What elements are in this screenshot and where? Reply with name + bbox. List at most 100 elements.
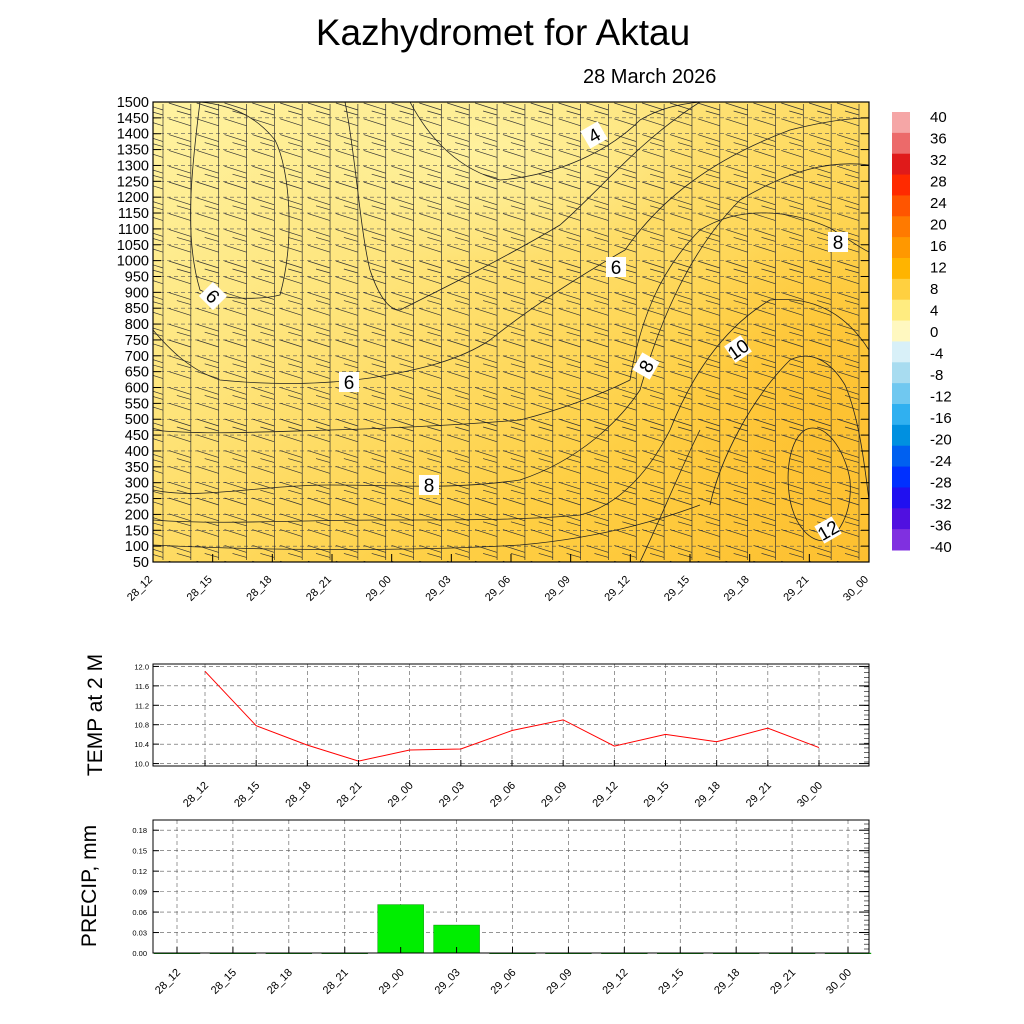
y-tick-label: 300 xyxy=(125,476,149,492)
colorbar-label: -16 xyxy=(930,410,952,427)
colorbar-segment xyxy=(892,487,910,509)
colorbar-segment xyxy=(892,174,910,196)
precipitation-gridlines xyxy=(153,820,869,954)
colorbar-segment xyxy=(892,424,910,447)
y-tick-label: 200 xyxy=(125,507,149,523)
contour-label-box xyxy=(580,121,608,149)
y-tick-label: 500 xyxy=(125,412,149,428)
x-tick-label: 29_03 xyxy=(437,780,467,810)
x-tick-label: 29_09 xyxy=(539,780,569,810)
y-tick-label: 150 xyxy=(125,523,149,539)
x-tick-label: 29_06 xyxy=(489,967,519,997)
y-tick-label: 450 xyxy=(125,428,149,444)
x-tick-label: 29_12 xyxy=(602,574,632,604)
wind-barb-column xyxy=(474,102,498,562)
x-tick-label: 29_00 xyxy=(386,780,416,810)
y-tick-label: 1150 xyxy=(118,206,149,222)
wind-barb-column xyxy=(697,102,721,562)
contour-line xyxy=(344,102,701,311)
contour-line xyxy=(709,355,869,506)
contour-label-box xyxy=(339,372,359,392)
wind-barb-column xyxy=(753,102,776,562)
colorbar-segment xyxy=(892,195,910,217)
colorbar: 4036322824201612840-4-8-12-16-20-24-28-3… xyxy=(892,109,952,556)
contour-line xyxy=(153,504,701,550)
colorbar-label: -4 xyxy=(930,346,943,363)
wind-barb-column xyxy=(502,102,526,562)
temperature-y-axis: 12.0 11.6 11.2 10.8 10.4 10.0 xyxy=(134,662,869,769)
wind-barb-column xyxy=(363,102,387,562)
y-tick-label: 650 xyxy=(125,365,149,381)
colorbar-label: 32 xyxy=(930,152,947,169)
contour-label-box xyxy=(724,335,752,363)
contour-line xyxy=(787,427,851,542)
contour-line xyxy=(639,429,701,562)
x-tick-label: 29_21 xyxy=(768,967,798,997)
wind-barb-column xyxy=(280,102,303,562)
y-tick-label: 0.09 xyxy=(132,888,147,897)
contour-label-text: 6 xyxy=(344,373,355,394)
wind-barb-column xyxy=(669,102,693,562)
wind-barb-column xyxy=(224,102,247,562)
colorbar-label: -20 xyxy=(930,432,952,449)
temperature-axis-label: TEMP at 2 M xyxy=(84,654,107,776)
x-tick-label: 28_21 xyxy=(304,574,334,604)
precipitation-axis-label: PRECIP, mm xyxy=(78,825,101,947)
colorbar-segment xyxy=(892,529,910,551)
x-tick-label: 28_12 xyxy=(153,967,183,997)
isotherm-contours xyxy=(153,102,869,562)
x-tick-label: 29_00 xyxy=(377,967,407,997)
colorbar-segment xyxy=(892,404,910,426)
y-tick-label: 10.0 xyxy=(134,760,149,769)
wind-barb-column xyxy=(530,102,554,562)
y-tick-label: 0.12 xyxy=(132,867,147,876)
y-tick-label: 1400 xyxy=(117,127,149,143)
y-tick-label: 11.2 xyxy=(135,701,149,710)
colorbar-label: -40 xyxy=(930,539,952,556)
x-tick-label: 29_09 xyxy=(543,574,573,604)
wind-barb-column xyxy=(586,102,609,562)
y-tick-label: 0.06 xyxy=(132,908,147,917)
contour-line xyxy=(153,212,869,434)
contour-label-box xyxy=(814,516,842,544)
contour-line xyxy=(153,163,869,494)
y-tick-label: 50 xyxy=(133,555,149,571)
contour-line xyxy=(153,117,869,384)
y-tick-label: 11.6 xyxy=(135,682,149,691)
temperature-series-line xyxy=(204,670,820,762)
y-tick-label: 0.00 xyxy=(132,949,147,958)
x-tick-label: 29_15 xyxy=(642,780,672,810)
wind-barb-column xyxy=(153,104,164,560)
x-tick-label: 28_15 xyxy=(209,967,239,997)
y-tick-label: 0.18 xyxy=(132,826,147,835)
contour-label-box xyxy=(606,257,626,277)
colorbar-segment xyxy=(892,383,910,405)
x-tick-label: 28_21 xyxy=(321,967,351,997)
colorbar-label: 12 xyxy=(930,260,947,277)
x-tick-label: 29_18 xyxy=(712,967,742,997)
colorbar-segment xyxy=(892,445,910,468)
x-tick-label: 28_21 xyxy=(335,780,365,810)
contour-label-box xyxy=(632,352,660,380)
colorbar-label: -8 xyxy=(930,367,943,384)
cross-section-y-axis: 1500145014001350130012501200115011001050… xyxy=(117,95,869,571)
temperature-x-axis: 28_12 28_15 28_18 28_21 29_00 29_03 29_06 29_09… xyxy=(181,760,825,810)
colorbar-segment xyxy=(892,216,910,238)
precipitation-y-axis: 0.18 0.15 0.12 0.09 0.06 0.03 0.00 xyxy=(132,823,869,958)
chart-date: 28 March 2026 xyxy=(583,66,717,88)
colorbar-label: 28 xyxy=(930,174,947,191)
contour-label-text: 6 xyxy=(611,258,622,279)
x-tick-label: 30_00 xyxy=(795,780,825,810)
colorbar-label: 24 xyxy=(930,195,947,212)
contour-label: 8 xyxy=(828,232,848,254)
precipitation-x-axis: 28_12 28_15 28_18 28_21 29_00 29_03 29_06 29_09… xyxy=(153,947,854,997)
colorbar-segment xyxy=(892,153,910,176)
contour-label: 6 xyxy=(339,372,359,394)
temperature-border xyxy=(152,663,870,767)
colorbar-segment xyxy=(892,341,910,363)
x-tick-label: 29_15 xyxy=(656,967,686,997)
wind-barb-column xyxy=(809,102,832,562)
wind-barb-column xyxy=(252,102,275,562)
